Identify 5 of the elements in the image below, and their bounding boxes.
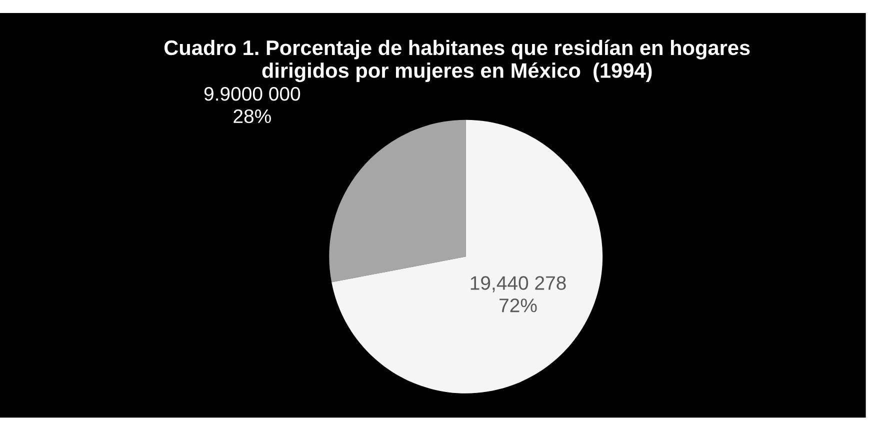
- data-label: 9.9000 000 28%: [204, 86, 300, 124]
- data-label: 19,440 278 72%: [470, 276, 566, 312]
- pie-slice: [332, 120, 603, 394]
- chart-title: Cuadro 1. Porcentaje de habitanes que residían en hogares dirigidos por mujeres en México (1994): [164, 40, 750, 82]
- pie-slice: [329, 120, 466, 282]
